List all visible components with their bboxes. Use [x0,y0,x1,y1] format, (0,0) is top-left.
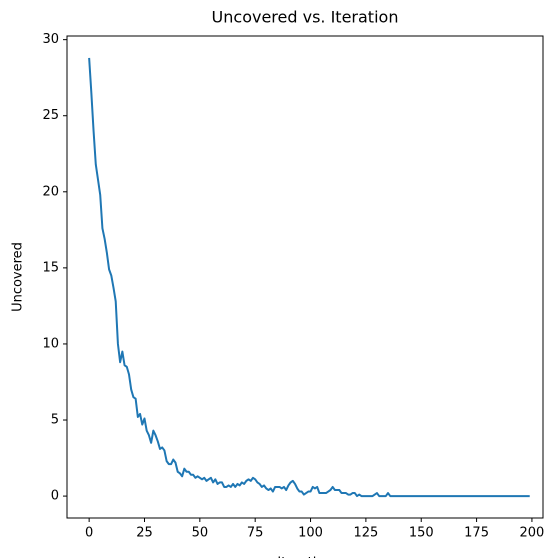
x-tick-label: 50 [192,526,209,541]
x-tick-label: 0 [85,526,93,541]
chart-title: Uncovered vs. Iteration [212,8,399,27]
x-axis-label: Iteration [277,556,332,558]
x-tick-label: 150 [409,526,434,541]
plot-frame [66,35,544,519]
x-tick-label: 100 [298,526,323,541]
y-tick-label: 10 [42,336,59,351]
y-tick-label: 15 [42,260,59,275]
y-axis-label: Uncovered [11,242,26,312]
x-tick-label: 25 [136,526,153,541]
y-tick-label: 5 [51,413,59,428]
y-tick-label: 0 [51,489,59,504]
y-tick-label: 30 [42,32,59,47]
x-tick-label: 200 [520,526,545,541]
y-tick-label: 20 [42,184,59,199]
y-tick-label: 25 [42,108,59,123]
x-tick-label: 75 [247,526,264,541]
data-line [88,57,530,498]
x-tick-label: 175 [464,526,489,541]
x-tick-label: 125 [353,526,378,541]
